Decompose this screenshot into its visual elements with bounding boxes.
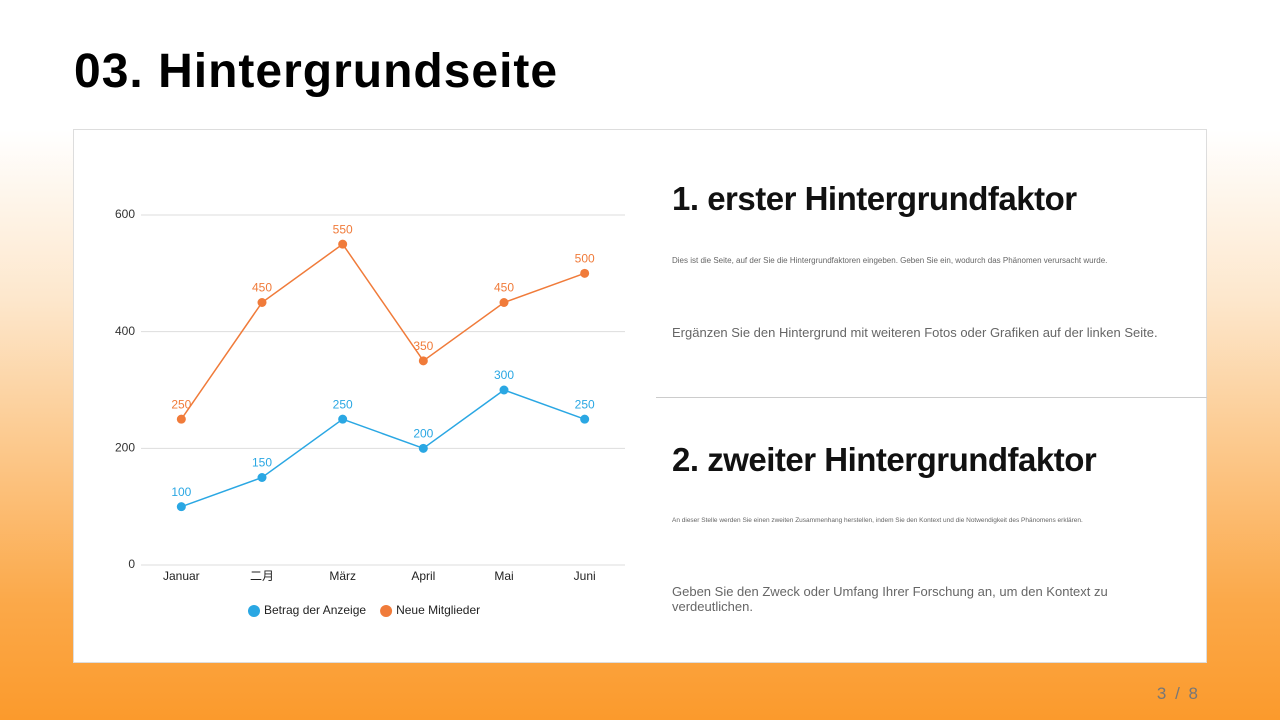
section-heading: 2. zweiter Hintergrundfaktor <box>672 441 1097 478</box>
data-label: 250 <box>333 397 353 411</box>
data-label: 450 <box>494 281 514 295</box>
section: 2. zweiter Hintergrundfaktor An dieser S… <box>672 441 1192 614</box>
section-heading: 1. erster Hintergrundfaktor <box>672 180 1077 217</box>
data-label: 250 <box>171 397 191 411</box>
data-label: 150 <box>252 456 272 470</box>
point <box>257 473 267 482</box>
section-text: An dieser Stelle werden Sie einen zweite… <box>672 517 1083 524</box>
series-line <box>180 243 585 420</box>
divider <box>656 397 1207 398</box>
y-tick-label: 200 <box>115 441 135 455</box>
y-tick-label: 0 <box>128 557 135 571</box>
legend-label: Neue Mitglieder <box>396 603 480 617</box>
point <box>176 414 186 424</box>
point <box>176 502 186 512</box>
point <box>418 356 428 366</box>
data-label: 200 <box>413 427 433 441</box>
point <box>499 385 509 395</box>
x-tick-label: 二月 <box>250 569 274 583</box>
x-tick-label: April <box>411 569 435 583</box>
y-tick-label: 400 <box>115 324 135 338</box>
data-label: 450 <box>252 281 272 295</box>
x-tick-label: Januar <box>163 569 200 583</box>
section: 1. erster Hintergrundfaktor Dies ist die… <box>672 180 1192 340</box>
chart: 0 200 400 600 Januar 二月 März April Mai Juni 100 150… <box>115 207 625 617</box>
page-number: 3 / 8 <box>1156 684 1200 703</box>
legend-swatch <box>248 605 260 617</box>
data-label: 100 <box>171 485 191 499</box>
x-tick-label: März <box>329 569 356 583</box>
point <box>580 414 590 424</box>
series-line <box>181 389 585 508</box>
slide-title: 03. Hintergrundseite <box>74 45 559 98</box>
point <box>418 443 428 453</box>
data-label: 250 <box>575 397 595 411</box>
section-note: Geben Sie den Zweck oder Umfang Ihrer Fo… <box>672 584 1108 614</box>
legend-label: Betrag der Anzeige <box>264 603 366 617</box>
point <box>338 239 348 249</box>
point <box>338 414 348 424</box>
point <box>499 298 509 307</box>
section-text: Dies ist die Seite, auf der Sie die Hint… <box>672 256 1108 265</box>
legend-swatch <box>380 605 393 617</box>
y-tick-label: 600 <box>115 207 135 221</box>
data-label: 550 <box>333 222 353 236</box>
point <box>580 268 590 278</box>
point <box>257 298 267 307</box>
data-label: 500 <box>575 252 595 266</box>
x-tick-label: Juni <box>574 569 596 583</box>
section-note: Ergänzen Sie den Hintergrund mit weitere… <box>672 325 1158 340</box>
x-tick-label: Mai <box>494 569 513 583</box>
data-label: 300 <box>494 368 514 382</box>
data-label: 350 <box>413 339 433 353</box>
card: 0 200 400 600 Januar 二月 März April Mai Juni 100 150… <box>73 129 1207 663</box>
